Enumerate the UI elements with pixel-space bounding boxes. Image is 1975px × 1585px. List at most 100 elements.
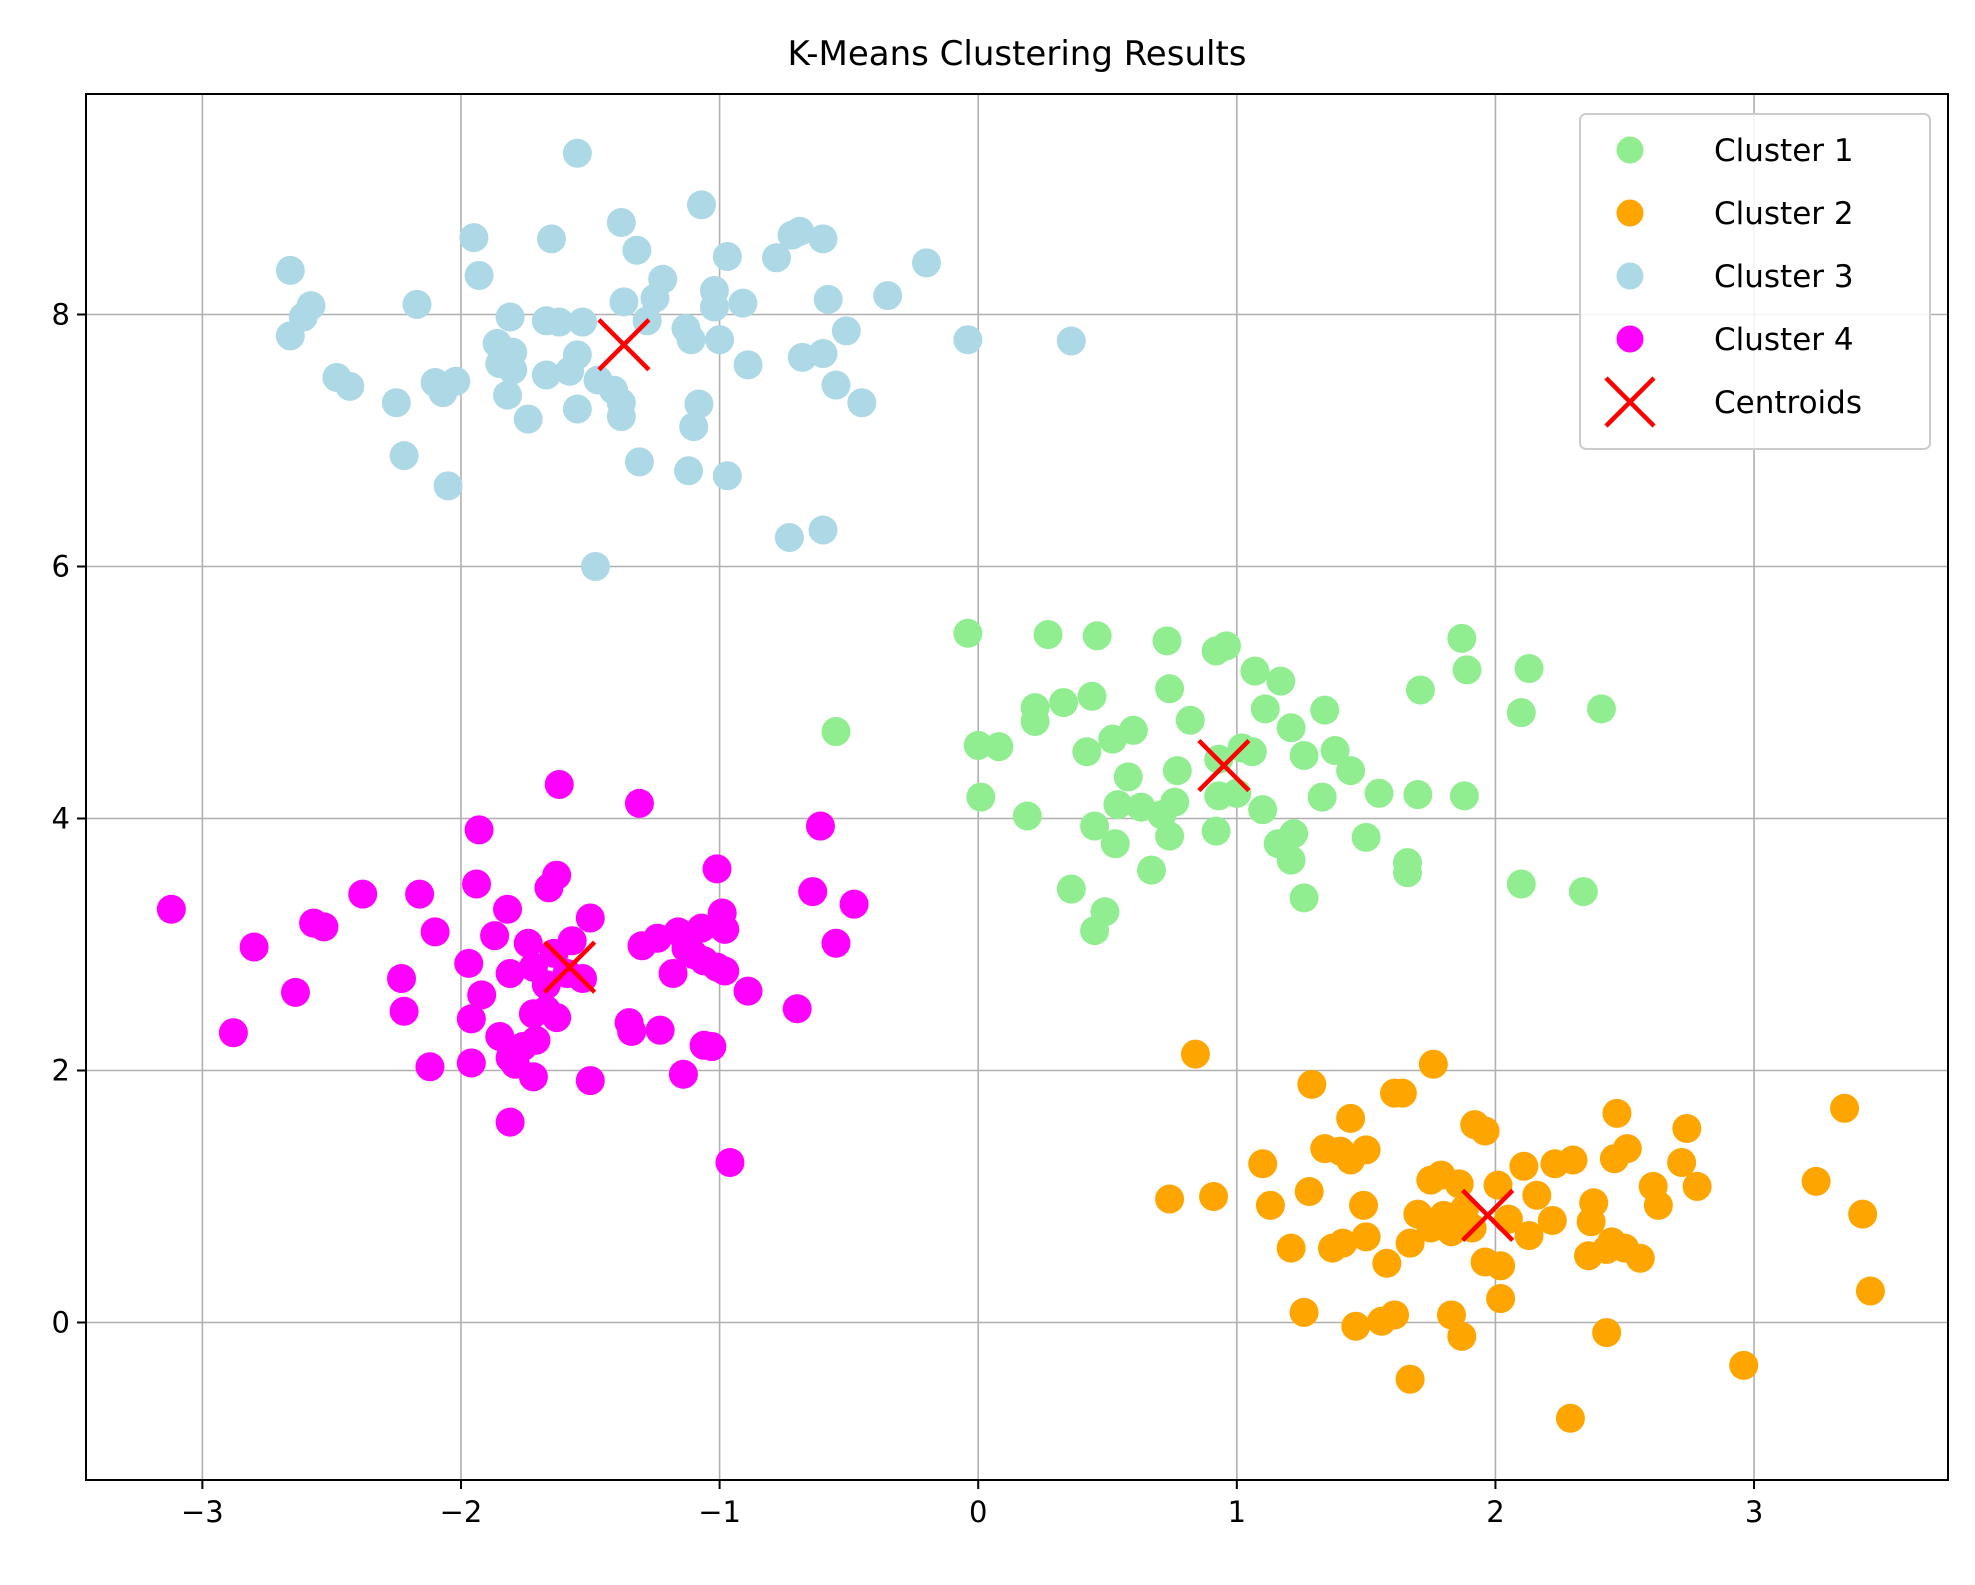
data-point: [774, 523, 804, 553]
data-point: [1289, 883, 1319, 913]
data-point: [1297, 1069, 1327, 1099]
data-point: [624, 788, 654, 818]
data-point: [1364, 778, 1394, 808]
legend-centroid-marker: [1604, 376, 1656, 428]
x-tick-label: 2: [1486, 1495, 1504, 1529]
data-point: [275, 255, 305, 285]
data-point: [557, 926, 587, 956]
data-point: [1072, 737, 1102, 767]
data-point: [1175, 705, 1205, 735]
data-point: [1250, 694, 1280, 724]
data-point: [521, 1025, 551, 1055]
data-point: [555, 356, 585, 386]
legend-label: Cluster 1: [1714, 133, 1854, 169]
data-point: [218, 1018, 248, 1048]
data-point: [1506, 698, 1536, 728]
legend: Cluster 1 Cluster 2 Cluster 3 Cluster 4 Cent…: [1579, 113, 1931, 450]
data-point: [1056, 326, 1086, 356]
data-point: [348, 879, 378, 909]
data-point: [1576, 1207, 1606, 1237]
data-point: [1568, 877, 1598, 907]
data-point: [1100, 829, 1130, 859]
data-point: [1405, 675, 1435, 705]
data-point: [389, 996, 419, 1026]
data-point: [831, 316, 861, 346]
data-point: [1155, 1184, 1185, 1214]
data-point: [1155, 674, 1185, 704]
data-point: [1514, 654, 1544, 684]
data-point: [686, 190, 716, 220]
data-point: [518, 999, 548, 1029]
data-point: [1328, 1228, 1358, 1258]
data-point: [1625, 1243, 1655, 1273]
data-point: [420, 917, 450, 947]
data-point: [805, 811, 835, 841]
x-tick-label: 0: [969, 1495, 987, 1529]
data-point: [839, 889, 869, 919]
data-point: [1103, 790, 1133, 820]
data-point: [1447, 623, 1477, 653]
data-point: [1486, 1284, 1516, 1314]
data-point: [1211, 631, 1241, 661]
data-point: [710, 914, 740, 944]
data-point: [1049, 688, 1079, 718]
data-point: [1509, 1151, 1539, 1181]
data-point: [1201, 816, 1231, 846]
data-point: [808, 339, 838, 369]
data-point: [953, 325, 983, 355]
data-point: [1118, 715, 1148, 745]
data-point: [1237, 737, 1267, 767]
data-point: [537, 224, 566, 254]
data-point: [1080, 811, 1110, 841]
data-point: [984, 732, 1014, 762]
data-point: [813, 284, 843, 314]
legend-item: Cluster 3: [1616, 259, 1854, 295]
data-point: [495, 958, 525, 988]
data-point: [402, 289, 432, 319]
data-point: [808, 515, 838, 545]
data-point: [1012, 801, 1042, 831]
centroid-marker: [597, 318, 651, 372]
data-point: [1470, 1116, 1500, 1146]
legend-marker: [1616, 199, 1644, 227]
data-point: [715, 1147, 745, 1177]
data-point: [387, 964, 417, 994]
data-point: [1380, 1300, 1410, 1330]
data-point: [1240, 656, 1270, 686]
data-point: [798, 877, 828, 907]
data-point: [1136, 855, 1166, 885]
legend-marker: [1616, 262, 1644, 290]
data-point: [782, 994, 812, 1024]
data-point: [1113, 762, 1143, 792]
data-point: [1483, 1170, 1513, 1200]
data-point: [493, 894, 523, 924]
series-2: [1155, 1039, 1885, 1433]
data-point: [1152, 626, 1182, 656]
data-point: [1248, 795, 1278, 825]
data-point: [1310, 695, 1340, 725]
data-point: [1336, 1103, 1366, 1133]
data-point: [1667, 1147, 1697, 1177]
data-point: [275, 321, 305, 351]
data-point: [676, 325, 706, 355]
data-point: [627, 931, 657, 961]
data-point: [1452, 655, 1482, 685]
data-point: [1602, 1098, 1632, 1128]
legend-item: Cluster 4: [1616, 322, 1854, 358]
data-point: [1351, 1135, 1381, 1165]
x-tick-label: −1: [698, 1495, 741, 1529]
data-point: [1155, 821, 1185, 851]
data-point: [156, 894, 186, 924]
data-point: [1592, 1318, 1622, 1348]
data-point: [1351, 1222, 1381, 1252]
data-point: [456, 1004, 486, 1034]
data-point: [464, 815, 494, 845]
data-point: [911, 248, 941, 278]
data-point: [1672, 1113, 1702, 1143]
data-point: [777, 220, 807, 250]
data-point: [1276, 713, 1306, 743]
legend-label: Cluster 4: [1714, 322, 1854, 358]
data-point: [679, 940, 709, 970]
data-point: [580, 552, 610, 581]
data-point: [1289, 741, 1319, 770]
